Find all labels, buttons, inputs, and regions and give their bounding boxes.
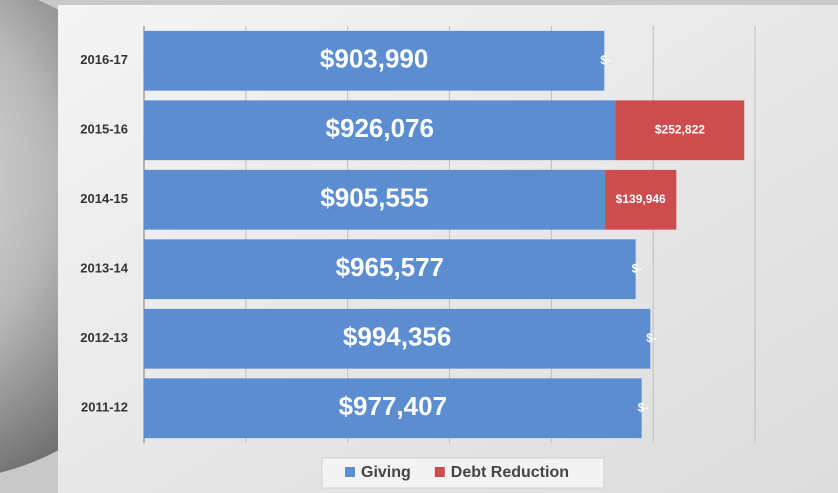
value-label: $- — [646, 331, 657, 345]
legend-swatch — [345, 467, 355, 477]
value-label: $- — [632, 261, 643, 275]
value-label: $903,990 — [320, 44, 428, 74]
value-label: $977,407 — [339, 391, 447, 421]
value-label: $- — [600, 53, 611, 67]
value-label: $926,076 — [326, 113, 434, 143]
y-tick-label: 2011-12 — [81, 400, 128, 415]
y-tick-label: 2016-17 — [80, 52, 128, 67]
legend-swatch — [435, 467, 445, 477]
y-tick-label: 2014-15 — [80, 191, 128, 206]
value-label: $139,946 — [616, 192, 666, 206]
y-tick-label: 2012-13 — [80, 330, 128, 345]
y-tick-label: 2015-16 — [80, 122, 128, 137]
value-label: $965,577 — [336, 252, 444, 282]
chart: 2016-17 $903,990 $- 2015-16 $926,076 $252,822… — [0, 0, 838, 493]
value-label: $252,822 — [655, 122, 705, 136]
legend-label: Debt Reduction — [451, 464, 569, 481]
value-label: $- — [638, 400, 649, 414]
value-label: $994,356 — [343, 322, 451, 352]
legend-label: Giving — [361, 464, 411, 481]
y-tick-label: 2013-14 — [80, 261, 128, 276]
value-label: $905,555 — [320, 183, 428, 213]
